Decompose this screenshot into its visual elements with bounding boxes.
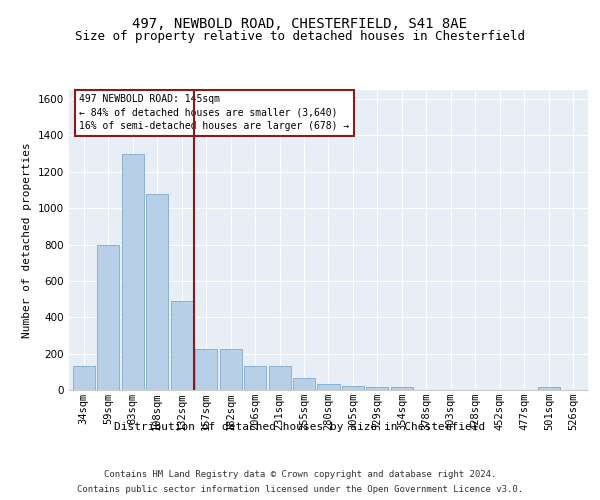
Text: 497, NEWBOLD ROAD, CHESTERFIELD, S41 8AE: 497, NEWBOLD ROAD, CHESTERFIELD, S41 8AE (133, 18, 467, 32)
Text: Contains HM Land Registry data © Crown copyright and database right 2024.: Contains HM Land Registry data © Crown c… (104, 470, 496, 479)
Bar (122, 154, 143, 390)
Bar (391, 386, 413, 390)
Bar (195, 349, 217, 390)
Bar (146, 194, 168, 390)
Bar (317, 384, 340, 390)
Bar (170, 301, 193, 390)
Bar (538, 388, 560, 390)
Bar (342, 386, 364, 390)
Bar (367, 386, 388, 390)
Text: Size of property relative to detached houses in Chesterfield: Size of property relative to detached ho… (75, 30, 525, 43)
Text: 497 NEWBOLD ROAD: 145sqm
← 84% of detached houses are smaller (3,640)
16% of sem: 497 NEWBOLD ROAD: 145sqm ← 84% of detach… (79, 94, 350, 131)
Bar (97, 244, 119, 390)
Bar (244, 366, 266, 390)
Bar (220, 349, 242, 390)
Text: Contains public sector information licensed under the Open Government Licence v3: Contains public sector information licen… (77, 485, 523, 494)
Text: Distribution of detached houses by size in Chesterfield: Distribution of detached houses by size … (115, 422, 485, 432)
Y-axis label: Number of detached properties: Number of detached properties (22, 142, 32, 338)
Bar (269, 366, 290, 390)
Bar (73, 366, 95, 390)
Bar (293, 378, 315, 390)
